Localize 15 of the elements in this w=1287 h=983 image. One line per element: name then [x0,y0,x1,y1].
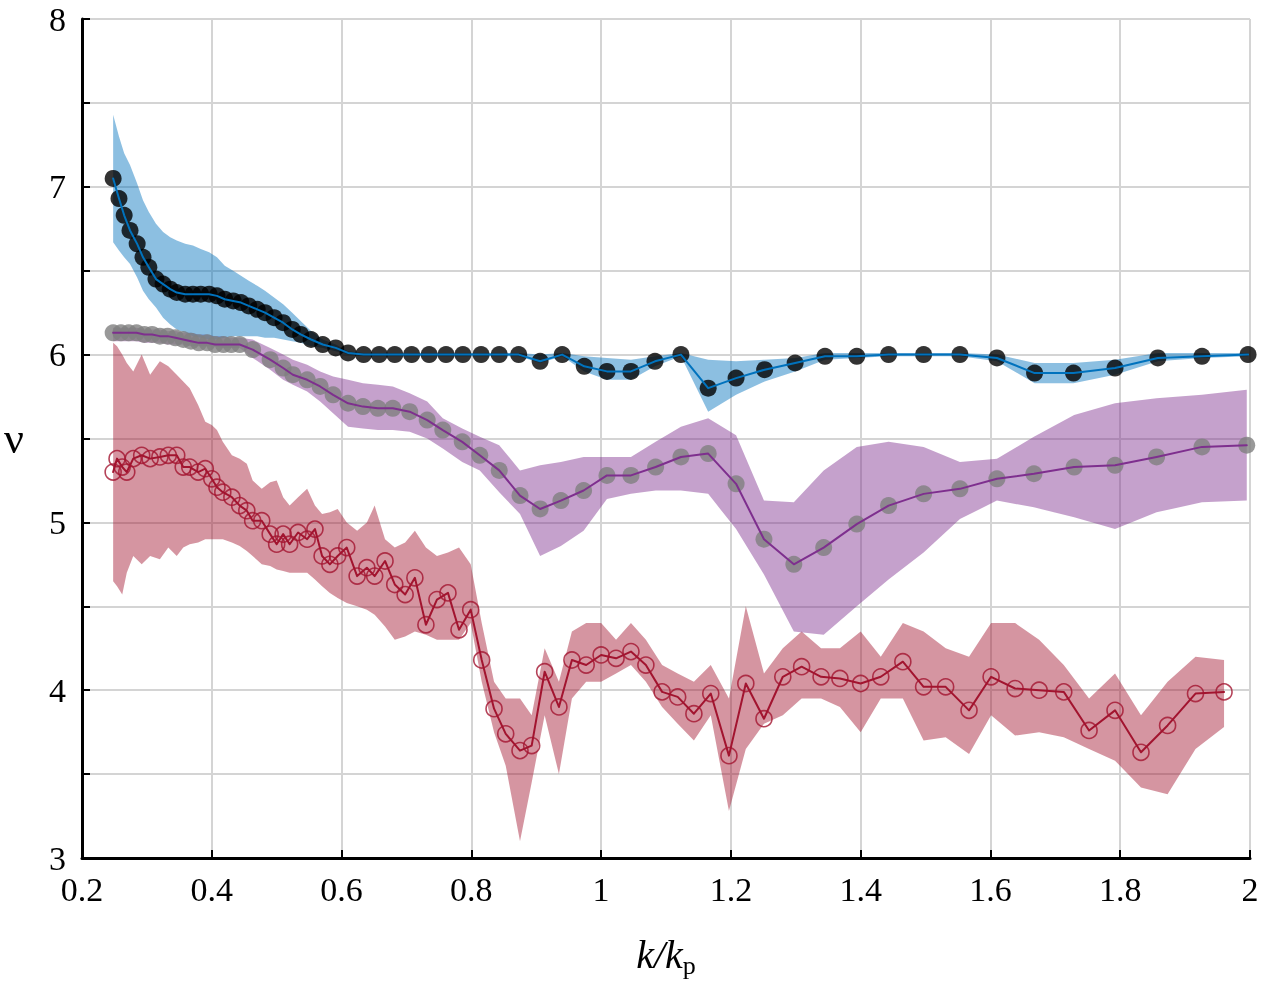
x-tick-label: 0.4 [190,870,234,908]
x-tick-label: 2 [1241,870,1259,908]
y-tick-label: 8 [49,0,66,38]
y-axis-title: ν [4,414,24,463]
x-tick-label: 1 [592,870,610,908]
y-tick-label: 7 [49,168,66,206]
x-tick-label: 1.2 [709,870,753,908]
x-tick-label: 0.6 [320,870,363,908]
x-tick-label: 0.8 [450,870,493,908]
y-tick-label: 6 [49,336,66,374]
x-tick-label: 1.8 [1098,870,1142,908]
y-tick-label: 4 [49,671,66,709]
x-tick-label: 1.4 [839,870,882,908]
x-tick-label: 1.6 [969,870,1012,908]
y-tick-label: 5 [49,503,66,541]
